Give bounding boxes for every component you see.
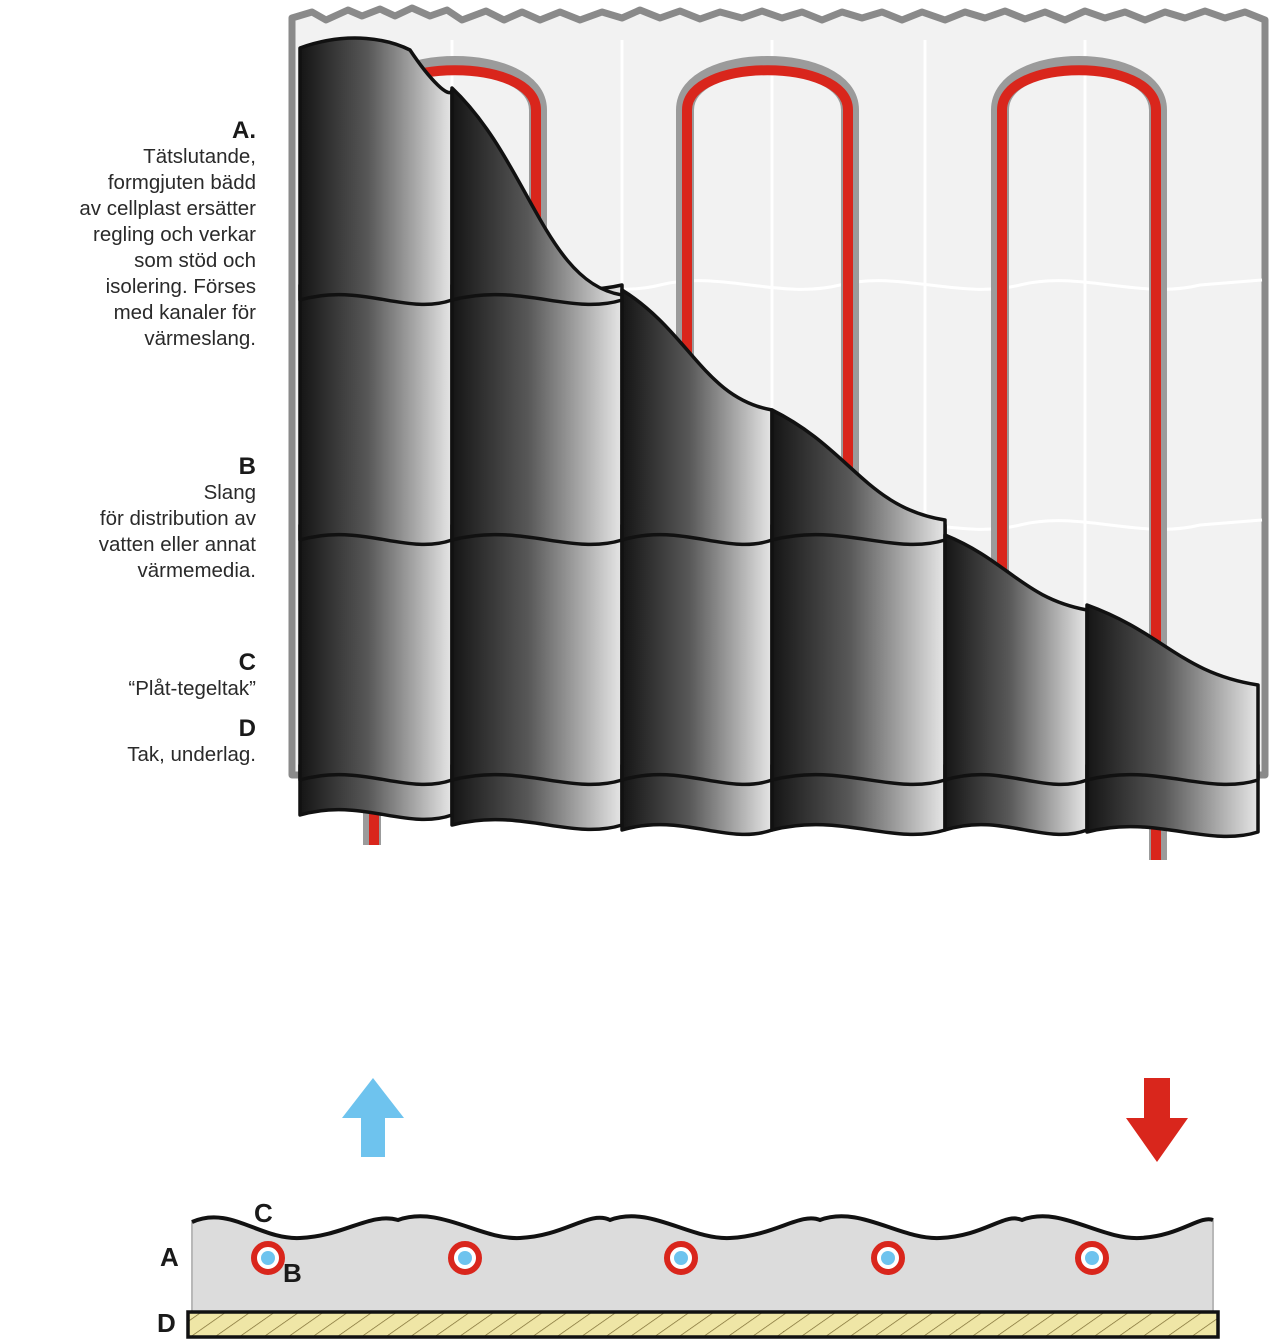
legend-c: C “Plåt-tegeltak” [0,650,256,702]
legend-a-text: Tätslutande, formgjuten bädd av cellplas… [79,145,256,350]
section-label-c: C [254,1198,273,1228]
hose-fluid [881,1251,895,1265]
outlet-arrow-icon [1126,1078,1188,1162]
roof-cross-section: C A B D [157,1198,1220,1339]
roof-tile [770,408,947,547]
roof-tile [298,517,454,787]
inlet-arrow-icon [342,1078,404,1157]
roof-tile [1085,603,1260,787]
legend-b: B Slang för distribution av vatten eller… [0,454,256,584]
hose-sections [251,1241,1109,1275]
legend-b-text: Slang för distribution av vatten eller a… [98,481,256,582]
legend-b-title: B [238,453,256,480]
legend-d: D Tak, underlag. [0,716,256,768]
section-label-a: A [160,1242,179,1272]
roof-tile [450,277,624,547]
hose-fluid [1085,1251,1099,1265]
hose-fluid [674,1251,688,1265]
roof-tile [298,277,454,547]
legend-c-title: C [238,649,256,676]
roof-tiles [298,36,1260,839]
legend-a-title: A. [232,117,256,144]
section-label-b: B [283,1258,302,1288]
roof-base-layer [186,1310,1220,1339]
legend-c-text: “Plåt-tegeltak” [128,677,256,700]
roof-sheet-profile [191,1214,1214,1241]
heating-hose [369,65,1161,860]
roof-tile [298,36,454,307]
section-label-d: D [157,1308,176,1338]
roof-tile [770,517,947,787]
hose-fluid [458,1251,472,1265]
roof-tile [620,517,774,787]
roof-tile [450,517,624,787]
legend-d-title: D [238,715,256,742]
legend-a: A. Tätslutande, formgjuten bädd av cellp… [0,118,256,352]
hose-fluid [261,1251,275,1265]
legend-d-text: Tak, underlag. [127,743,256,766]
